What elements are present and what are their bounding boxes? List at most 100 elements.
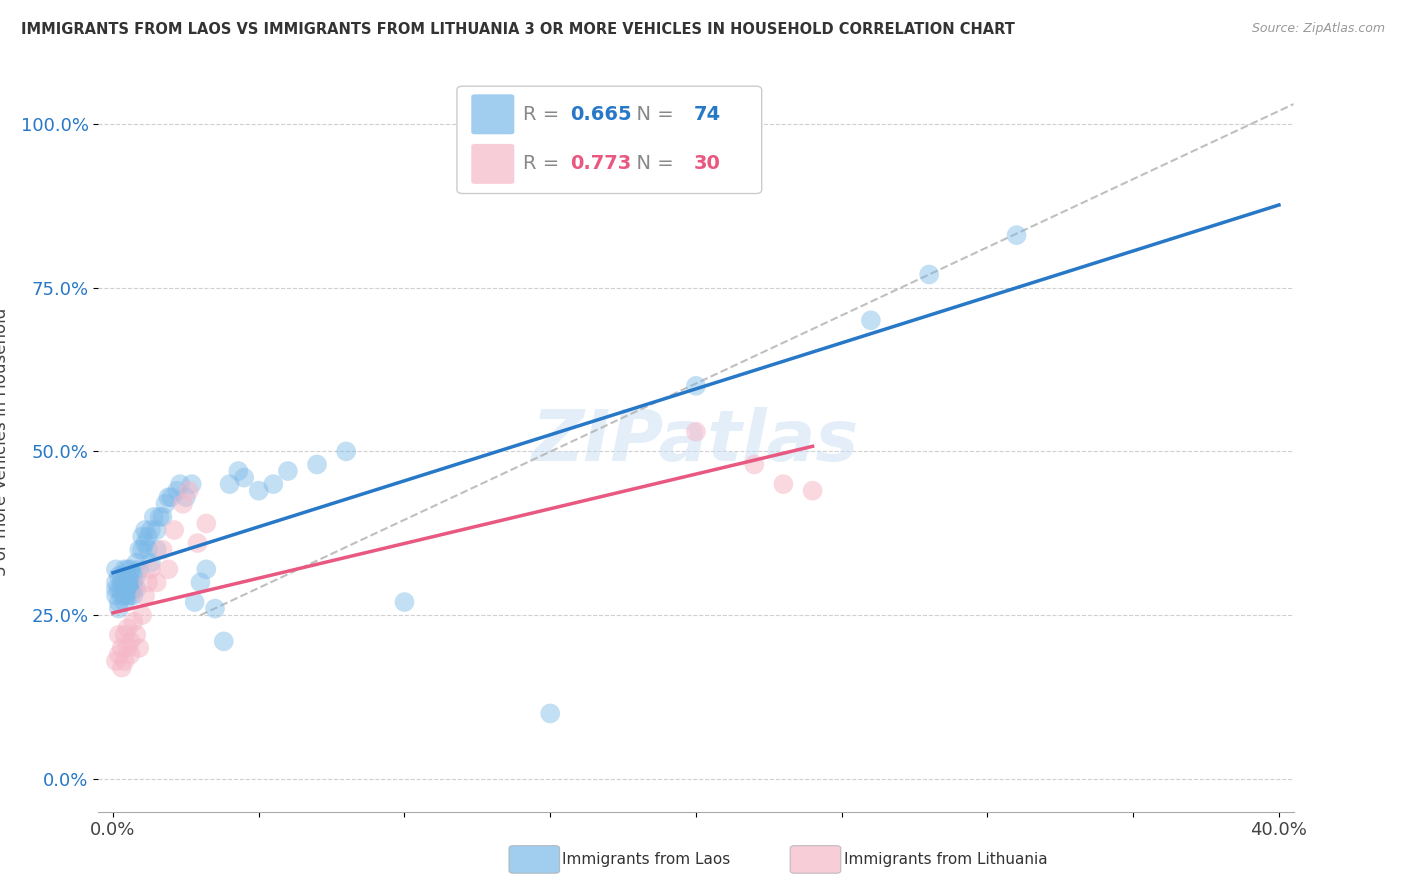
Point bbox=[108, 601, 131, 615]
Point bbox=[122, 615, 145, 629]
Point bbox=[149, 509, 172, 524]
Point bbox=[163, 523, 186, 537]
Point bbox=[111, 569, 134, 583]
Point bbox=[859, 313, 882, 327]
Point bbox=[111, 660, 134, 674]
Point bbox=[218, 477, 240, 491]
Point bbox=[117, 575, 139, 590]
Point bbox=[114, 589, 136, 603]
Point bbox=[114, 575, 136, 590]
Point bbox=[125, 628, 148, 642]
Point bbox=[195, 562, 218, 576]
Point bbox=[120, 575, 142, 590]
Point bbox=[139, 562, 162, 576]
Point bbox=[117, 640, 139, 655]
Text: 0.773: 0.773 bbox=[571, 154, 631, 173]
Point bbox=[117, 562, 139, 576]
Point bbox=[152, 542, 174, 557]
Point bbox=[128, 562, 150, 576]
Point bbox=[136, 575, 159, 590]
Point bbox=[145, 542, 167, 557]
Point bbox=[155, 497, 177, 511]
Point bbox=[131, 530, 153, 544]
Point bbox=[111, 575, 134, 590]
Point bbox=[183, 595, 205, 609]
Point bbox=[120, 582, 142, 596]
Text: ZIPatlas: ZIPatlas bbox=[533, 407, 859, 476]
Point bbox=[142, 509, 165, 524]
Point bbox=[335, 444, 357, 458]
Point bbox=[139, 556, 162, 570]
Point bbox=[145, 575, 167, 590]
Point bbox=[128, 640, 150, 655]
Text: R =: R = bbox=[523, 154, 565, 173]
Point bbox=[134, 589, 156, 603]
Point bbox=[305, 458, 328, 472]
Point bbox=[801, 483, 824, 498]
Point bbox=[120, 589, 142, 603]
Point bbox=[685, 379, 707, 393]
Point bbox=[120, 562, 142, 576]
Point bbox=[177, 483, 200, 498]
Point bbox=[108, 582, 131, 596]
Point bbox=[169, 477, 191, 491]
Point bbox=[111, 582, 134, 596]
Point bbox=[104, 654, 127, 668]
Point bbox=[131, 608, 153, 623]
Point bbox=[742, 458, 765, 472]
Point bbox=[204, 601, 226, 615]
Point bbox=[190, 575, 212, 590]
Point bbox=[125, 556, 148, 570]
Point bbox=[114, 595, 136, 609]
Point bbox=[108, 569, 131, 583]
Point bbox=[186, 536, 208, 550]
Point bbox=[104, 562, 127, 576]
Point bbox=[122, 582, 145, 596]
FancyBboxPatch shape bbox=[471, 95, 515, 135]
Text: R =: R = bbox=[523, 104, 565, 124]
Text: 30: 30 bbox=[693, 154, 720, 173]
Point bbox=[117, 569, 139, 583]
Point bbox=[233, 470, 256, 484]
Point bbox=[247, 483, 270, 498]
Point bbox=[114, 628, 136, 642]
Point bbox=[152, 509, 174, 524]
Point bbox=[117, 621, 139, 635]
Point bbox=[114, 582, 136, 596]
Point bbox=[228, 464, 250, 478]
Text: N =: N = bbox=[624, 154, 681, 173]
Point bbox=[262, 477, 284, 491]
Point bbox=[136, 530, 159, 544]
Point bbox=[120, 634, 142, 648]
Point bbox=[108, 648, 131, 662]
Point bbox=[131, 542, 153, 557]
Point bbox=[122, 569, 145, 583]
Point bbox=[108, 628, 131, 642]
Point bbox=[128, 542, 150, 557]
Text: IMMIGRANTS FROM LAOS VS IMMIGRANTS FROM LITHUANIA 3 OR MORE VEHICLES IN HOUSEHOL: IMMIGRANTS FROM LAOS VS IMMIGRANTS FROM … bbox=[21, 22, 1015, 37]
Point bbox=[134, 536, 156, 550]
Point bbox=[104, 582, 127, 596]
Y-axis label: 3 or more Vehicles in Household: 3 or more Vehicles in Household bbox=[0, 308, 10, 575]
Point bbox=[772, 477, 794, 491]
Point bbox=[172, 497, 194, 511]
Point bbox=[125, 582, 148, 596]
Text: 74: 74 bbox=[693, 104, 721, 124]
Point bbox=[120, 648, 142, 662]
Point bbox=[108, 595, 131, 609]
Text: 0.665: 0.665 bbox=[571, 104, 633, 124]
Text: Immigrants from Laos: Immigrants from Laos bbox=[562, 853, 731, 867]
Point bbox=[160, 490, 183, 504]
Point bbox=[195, 516, 218, 531]
Point bbox=[114, 654, 136, 668]
Point bbox=[277, 464, 299, 478]
Point bbox=[136, 542, 159, 557]
Point bbox=[166, 483, 188, 498]
Point bbox=[114, 562, 136, 576]
Text: Immigrants from Lithuania: Immigrants from Lithuania bbox=[844, 853, 1047, 867]
Point bbox=[394, 595, 416, 609]
Point bbox=[111, 640, 134, 655]
Point bbox=[134, 523, 156, 537]
Point bbox=[145, 523, 167, 537]
FancyBboxPatch shape bbox=[471, 144, 515, 184]
